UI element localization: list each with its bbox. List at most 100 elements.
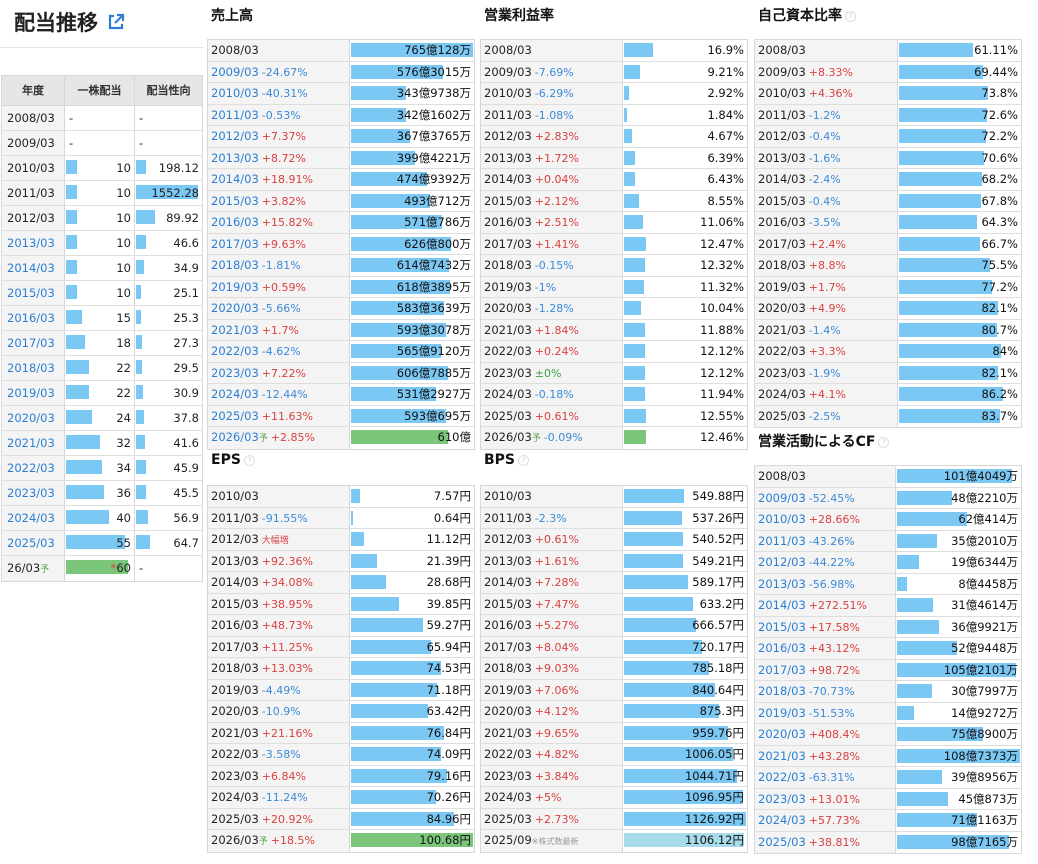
row-value: 79.16円 bbox=[426, 768, 471, 783]
row-label: 2010/03 +4.36% bbox=[755, 83, 898, 104]
help-icon[interactable]: ? bbox=[518, 454, 530, 466]
opmargin-table: 2008/03 16.9% 2009/03 -7.69% 9.21% 2010/03 -6.… bbox=[480, 39, 748, 450]
help-icon[interactable]: ? bbox=[243, 454, 255, 466]
row-label: 2024/03 -0.18% bbox=[481, 384, 623, 405]
row-label[interactable]: 2023/03 +13.01% bbox=[755, 788, 896, 809]
row-label[interactable]: 2017/03 +98.72% bbox=[755, 659, 896, 680]
table-row: 2009/03 +8.33% 69.44% bbox=[755, 61, 1021, 83]
dividend-year[interactable]: 2013/03 bbox=[2, 231, 65, 255]
row-label[interactable]: 2015/03 +3.82% bbox=[208, 190, 350, 211]
help-icon[interactable]: ? bbox=[878, 436, 890, 448]
dps-bar bbox=[66, 410, 92, 424]
row-label[interactable]: 2011/03 -0.53% bbox=[208, 104, 350, 125]
row-label[interactable]: 2014/03 +18.91% bbox=[208, 169, 350, 190]
row-label: 2014/03 +7.28% bbox=[481, 572, 623, 593]
row-label[interactable]: 2013/03 -56.98% bbox=[755, 573, 896, 594]
row-value-cell: 16.9% bbox=[623, 40, 747, 61]
dividend-year[interactable]: 2018/03 bbox=[2, 356, 65, 380]
row-label[interactable]: 2017/03 +9.63% bbox=[208, 233, 350, 254]
external-link-icon[interactable] bbox=[106, 12, 126, 37]
row-label[interactable]: 2023/03 +7.22% bbox=[208, 362, 350, 383]
value-bar bbox=[351, 301, 444, 315]
row-value: 12.32% bbox=[700, 258, 744, 272]
row-value-cell: 0.64円 bbox=[350, 507, 474, 528]
table-row: 2025/03 -2.5% 83.7% bbox=[755, 405, 1021, 427]
table-row: 2015/03 +2.12% 8.55% bbox=[481, 190, 747, 212]
table-row: 2010/03 -40.31% 343億9738万 bbox=[208, 83, 474, 105]
row-change: -0.18% bbox=[534, 388, 574, 401]
dividend-year[interactable]: 2016/03 bbox=[2, 306, 65, 330]
row-label: 2018/03 -0.15% bbox=[481, 255, 623, 276]
row-value: 21.39円 bbox=[426, 553, 471, 568]
row-label[interactable]: 2025/03 +11.63% bbox=[208, 405, 350, 426]
row-year: 2021/03 bbox=[211, 725, 259, 740]
value-bar bbox=[351, 768, 447, 783]
dividend-year[interactable]: 2021/03 bbox=[2, 431, 65, 455]
row-label[interactable]: 2016/03 +43.12% bbox=[755, 638, 896, 659]
row-label[interactable]: 2022/03 -4.62% bbox=[208, 341, 350, 362]
row-label[interactable]: 2021/03 +43.28% bbox=[755, 745, 896, 766]
dividend-year[interactable]: 2023/03 bbox=[2, 481, 65, 505]
row-label[interactable]: 2025/03 +38.81% bbox=[755, 831, 896, 853]
row-value: 1096.95円 bbox=[684, 790, 744, 804]
row-change: -43.26% bbox=[808, 534, 855, 548]
dps-bar bbox=[66, 160, 77, 174]
help-icon[interactable]: ? bbox=[845, 10, 856, 22]
row-label: 2021/03 +1.84% bbox=[481, 319, 623, 340]
row-value-cell: 63.42円 bbox=[350, 701, 474, 722]
row-label[interactable]: 2012/03 +7.37% bbox=[208, 126, 350, 147]
dividend-year[interactable]: 2017/03 bbox=[2, 331, 65, 355]
row-label[interactable]: 2018/03 -1.81% bbox=[208, 255, 350, 276]
row-year: 2011/03 bbox=[484, 510, 532, 525]
row-change: +13.01% bbox=[808, 792, 860, 806]
row-label[interactable]: 2020/03 -5.66% bbox=[208, 298, 350, 319]
dividend-year[interactable]: 2020/03 bbox=[2, 406, 65, 430]
row-label[interactable]: 2024/03 -12.44% bbox=[208, 384, 350, 405]
dividend-dps-cell: 10 bbox=[65, 256, 135, 280]
row-label[interactable]: 2010/03 -40.31% bbox=[208, 83, 350, 104]
dividend-year[interactable]: 2022/03 bbox=[2, 456, 65, 480]
row-value: 610億 bbox=[437, 430, 471, 444]
row-label[interactable]: 2021/03 +1.7% bbox=[208, 319, 350, 340]
row-label[interactable]: 2020/03 +408.4% bbox=[755, 724, 896, 745]
table-row: 2024/03 -12.44% 531億2927万 bbox=[208, 384, 474, 406]
sales-table: 2008/03 765億128万 2009/03 -24.67% 576億3015万 20… bbox=[207, 39, 475, 450]
row-label[interactable]: 2015/03 +17.58% bbox=[755, 616, 896, 637]
value-bar bbox=[351, 408, 446, 423]
table-row: 2021/03 +43.28% 108億7373万 bbox=[755, 745, 1021, 767]
eps-table: 2010/03 7.57円 2011/03 -91.55% 0.64円 2012/03 大幅… bbox=[207, 485, 475, 853]
table-row: 2024/03 +5% 1096.95円 bbox=[481, 787, 747, 809]
row-value-cell: 540.52円 bbox=[623, 529, 747, 550]
header-year: 年度 bbox=[2, 76, 65, 105]
dividend-year[interactable]: 2024/03 bbox=[2, 506, 65, 530]
row-label[interactable]: 2019/03 -51.53% bbox=[755, 702, 896, 723]
row-label[interactable]: 2018/03 -70.73% bbox=[755, 681, 896, 702]
row-label[interactable]: 2012/03 -44.22% bbox=[755, 552, 896, 573]
table-row: 2026/03予 -0.09% 12.46% bbox=[481, 427, 747, 449]
value-bar bbox=[624, 704, 719, 718]
row-value: 39.85円 bbox=[426, 596, 471, 611]
value-bar bbox=[899, 408, 1000, 423]
row-label[interactable]: 2024/03 +57.73% bbox=[755, 810, 896, 831]
row-change: +11.63% bbox=[261, 409, 313, 423]
row-label: 2019/03 +7.06% bbox=[481, 679, 623, 700]
dps-value: 40 bbox=[116, 506, 131, 530]
dividend-year[interactable]: 2014/03 bbox=[2, 256, 65, 280]
row-label[interactable]: 2016/03 +15.82% bbox=[208, 212, 350, 233]
dividend-year[interactable]: 2015/03 bbox=[2, 281, 65, 305]
row-label[interactable]: 2010/03 +28.66% bbox=[755, 509, 896, 530]
table-row: 2022/03 -4.62% 565億9120万 bbox=[208, 341, 474, 363]
row-label[interactable]: 2009/03 -24.67% bbox=[208, 61, 350, 82]
row-label[interactable]: 2019/03 +0.59% bbox=[208, 276, 350, 297]
row-label[interactable]: 2026/03予 +2.85% bbox=[208, 427, 350, 449]
row-label[interactable]: 2011/03 -43.26% bbox=[755, 530, 896, 551]
row-label[interactable]: 2013/03 +8.72% bbox=[208, 147, 350, 168]
row-label[interactable]: 2014/03 +272.51% bbox=[755, 595, 896, 616]
row-label[interactable]: 2009/03 -52.45% bbox=[755, 487, 896, 508]
dividend-year[interactable]: 2019/03 bbox=[2, 381, 65, 405]
row-label[interactable]: 2022/03 -63.31% bbox=[755, 767, 896, 788]
value-bar bbox=[351, 279, 450, 294]
row-value: 86.2% bbox=[981, 387, 1018, 401]
row-label: 2025/03 +2.73% bbox=[481, 808, 623, 829]
dividend-year[interactable]: 2025/03 bbox=[2, 531, 65, 555]
